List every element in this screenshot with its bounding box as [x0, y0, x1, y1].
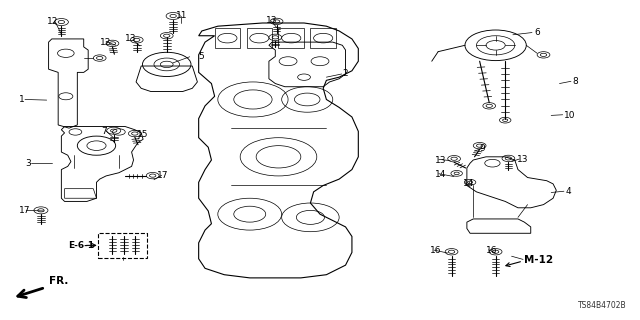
Text: 17: 17 — [19, 206, 30, 215]
Text: 17: 17 — [157, 172, 169, 180]
Text: 14: 14 — [435, 170, 446, 179]
Text: 12: 12 — [100, 38, 111, 47]
Text: 4: 4 — [566, 188, 572, 196]
Text: 10: 10 — [564, 111, 575, 120]
Text: 16: 16 — [486, 246, 497, 255]
Text: 11: 11 — [176, 11, 188, 20]
Text: 6: 6 — [534, 28, 540, 37]
Text: E-6-1: E-6-1 — [68, 241, 95, 250]
Text: 13: 13 — [516, 155, 528, 164]
Text: 2: 2 — [342, 69, 348, 78]
Text: 9: 9 — [479, 144, 485, 153]
Text: 13: 13 — [266, 16, 277, 25]
Text: TS84B4702B: TS84B4702B — [578, 301, 627, 310]
Text: FR.: FR. — [49, 276, 68, 286]
Text: 7: 7 — [102, 127, 108, 136]
Text: 8: 8 — [572, 77, 578, 86]
Text: 1: 1 — [19, 95, 24, 104]
Text: 15: 15 — [137, 130, 148, 139]
Text: 12: 12 — [47, 17, 59, 26]
Text: 3: 3 — [25, 159, 31, 168]
Text: 13: 13 — [435, 156, 447, 164]
Text: 5: 5 — [198, 52, 204, 61]
Text: 16: 16 — [430, 246, 442, 255]
Text: M-12: M-12 — [524, 255, 554, 265]
Text: 14: 14 — [463, 180, 474, 188]
Text: 13: 13 — [125, 35, 137, 44]
